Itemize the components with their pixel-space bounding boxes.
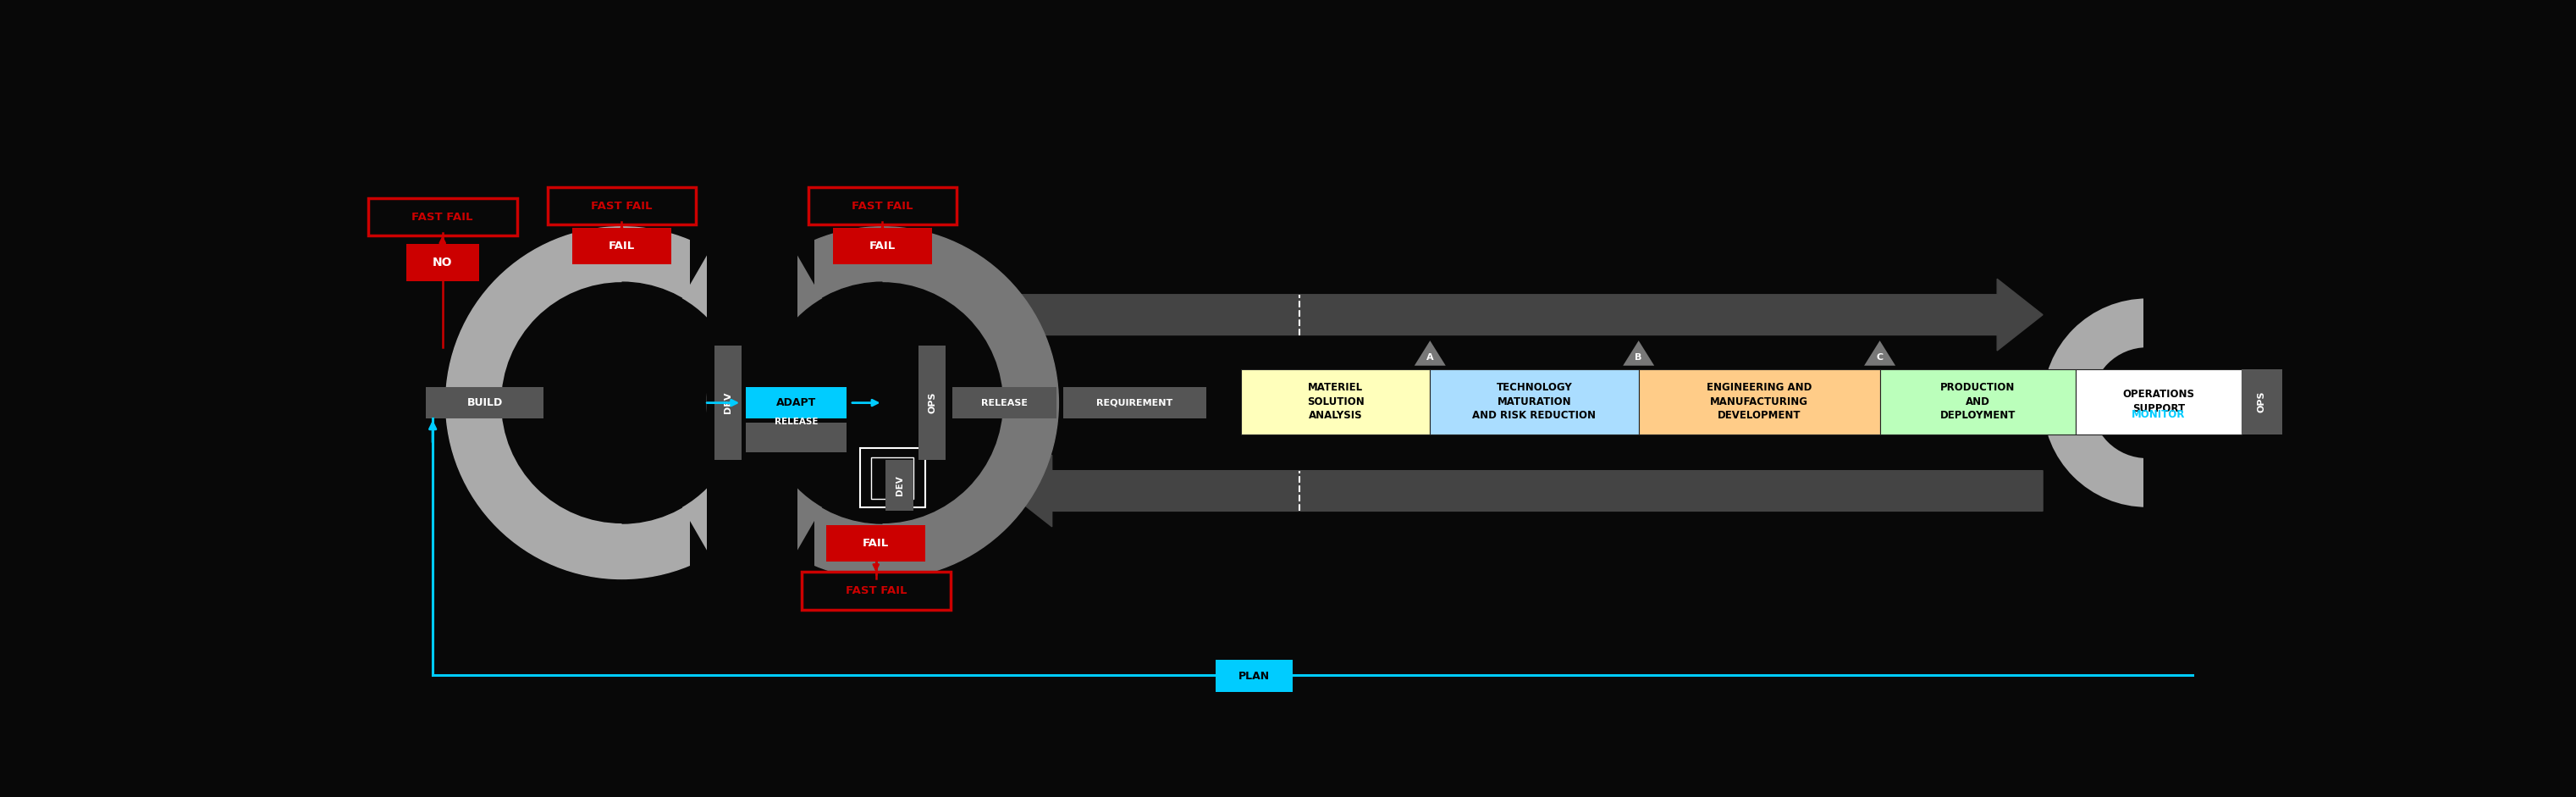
Text: FAST FAIL: FAST FAIL	[845, 585, 907, 596]
Text: B: B	[1636, 353, 1641, 362]
Text: RELEASE: RELEASE	[775, 418, 819, 426]
Text: PRODUCTION
AND
DEPLOYMENT: PRODUCTION AND DEPLOYMENT	[1940, 382, 2014, 421]
Text: PLAN: PLAN	[1239, 670, 1270, 681]
Text: TECHNOLOGY
MATURATION
AND RISK REDUCTION: TECHNOLOGY MATURATION AND RISK REDUCTION	[1473, 382, 1597, 421]
FancyBboxPatch shape	[407, 245, 479, 281]
FancyBboxPatch shape	[1638, 369, 1880, 434]
Text: FAST FAIL: FAST FAIL	[590, 200, 652, 211]
FancyBboxPatch shape	[690, 226, 814, 579]
Polygon shape	[1414, 340, 1445, 366]
FancyBboxPatch shape	[2076, 369, 2241, 434]
Text: RELEASE: RELEASE	[981, 398, 1028, 407]
Wedge shape	[884, 226, 1059, 579]
Wedge shape	[446, 226, 621, 579]
Text: A: A	[1427, 353, 1435, 362]
FancyBboxPatch shape	[706, 226, 799, 579]
Text: MONITOR: MONITOR	[2130, 409, 2184, 420]
Circle shape	[446, 226, 799, 579]
Text: REQUIREMENT: REQUIREMENT	[1097, 398, 1172, 407]
Text: FAST FAIL: FAST FAIL	[412, 211, 474, 222]
Circle shape	[762, 282, 1002, 524]
Text: DEV: DEV	[896, 475, 904, 496]
Text: FAST FAIL: FAST FAIL	[853, 200, 912, 211]
FancyBboxPatch shape	[1064, 387, 1206, 418]
FancyBboxPatch shape	[920, 345, 945, 460]
Text: NO: NO	[433, 257, 453, 269]
FancyBboxPatch shape	[425, 387, 544, 418]
Text: FAIL: FAIL	[868, 241, 896, 252]
FancyBboxPatch shape	[744, 422, 848, 453]
FancyBboxPatch shape	[1880, 369, 2076, 434]
FancyBboxPatch shape	[1216, 660, 1293, 693]
FancyBboxPatch shape	[744, 387, 848, 418]
FancyBboxPatch shape	[886, 460, 912, 510]
FancyBboxPatch shape	[549, 187, 696, 225]
Text: C: C	[1875, 353, 1883, 362]
Circle shape	[706, 226, 1059, 579]
Wedge shape	[2043, 298, 2146, 507]
FancyBboxPatch shape	[832, 228, 933, 265]
FancyBboxPatch shape	[2241, 369, 2282, 434]
FancyArrow shape	[1007, 279, 2043, 351]
Circle shape	[502, 282, 742, 524]
FancyBboxPatch shape	[1430, 369, 1638, 434]
Polygon shape	[1623, 340, 1654, 366]
FancyBboxPatch shape	[809, 187, 956, 225]
Text: FAIL: FAIL	[608, 241, 636, 252]
Text: BUILD: BUILD	[466, 398, 502, 408]
Text: ADAPT: ADAPT	[775, 398, 817, 408]
FancyBboxPatch shape	[827, 524, 925, 561]
Wedge shape	[683, 250, 799, 556]
FancyBboxPatch shape	[368, 198, 518, 236]
Polygon shape	[1865, 340, 1896, 366]
Text: ENGINEERING AND
MANUFACTURING
DEVELOPMENT: ENGINEERING AND MANUFACTURING DEVELOPMEN…	[1705, 382, 1811, 421]
Text: DEV: DEV	[724, 392, 732, 414]
FancyBboxPatch shape	[1242, 369, 1430, 434]
Text: OPS: OPS	[927, 392, 935, 414]
Text: MATERIEL
SOLUTION
ANALYSIS: MATERIEL SOLUTION ANALYSIS	[1306, 382, 1365, 421]
Text: OPS: OPS	[2257, 391, 2267, 412]
FancyBboxPatch shape	[801, 571, 951, 610]
FancyBboxPatch shape	[714, 345, 742, 460]
FancyArrow shape	[1007, 455, 2043, 527]
Text: OPERATIONS
SUPPORT: OPERATIONS SUPPORT	[2123, 389, 2195, 414]
FancyBboxPatch shape	[572, 228, 672, 265]
Wedge shape	[706, 250, 822, 556]
FancyBboxPatch shape	[953, 387, 1056, 418]
FancyBboxPatch shape	[2143, 292, 2275, 514]
Text: FAIL: FAIL	[863, 537, 889, 548]
